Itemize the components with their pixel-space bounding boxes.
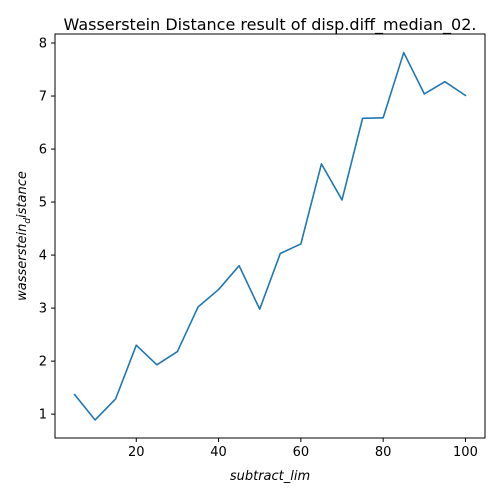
plot-area: [54, 33, 486, 439]
x-axis-ticks: 20 40 60 80 100: [128, 438, 478, 460]
series-group: [73, 51, 467, 421]
y-axis-ticks: 1 2 3 4 5 6 7 8: [39, 37, 55, 423]
y-tick-label: 4: [39, 249, 47, 264]
x-axis-label: subtract_lim: [230, 469, 310, 484]
x-tick-label: 80: [375, 445, 392, 460]
chart-title: Wasserstein Distance result of disp.diff…: [64, 15, 477, 35]
y-axis-label: wassersteindistance: [15, 171, 33, 301]
x-tick-label: 100: [453, 445, 478, 460]
y-tick-label: 1: [39, 408, 47, 423]
y-tick-label: 2: [39, 355, 47, 370]
y-axis-label-subscript: d: [23, 218, 33, 224]
y-axis-label-main: wasserstein: [15, 224, 30, 301]
x-tick-label: 60: [293, 445, 310, 460]
y-tick-label: 3: [39, 302, 47, 317]
series-line: [73, 51, 467, 421]
y-tick-label: 8: [39, 37, 47, 52]
y-tick-label: 5: [39, 196, 47, 211]
y-tick-label: 7: [39, 90, 47, 105]
x-tick-label: 20: [128, 445, 145, 460]
x-tick-label: 40: [210, 445, 227, 460]
y-tick-label: 6: [39, 143, 47, 158]
y-axis-label-tail: istance: [15, 171, 30, 218]
